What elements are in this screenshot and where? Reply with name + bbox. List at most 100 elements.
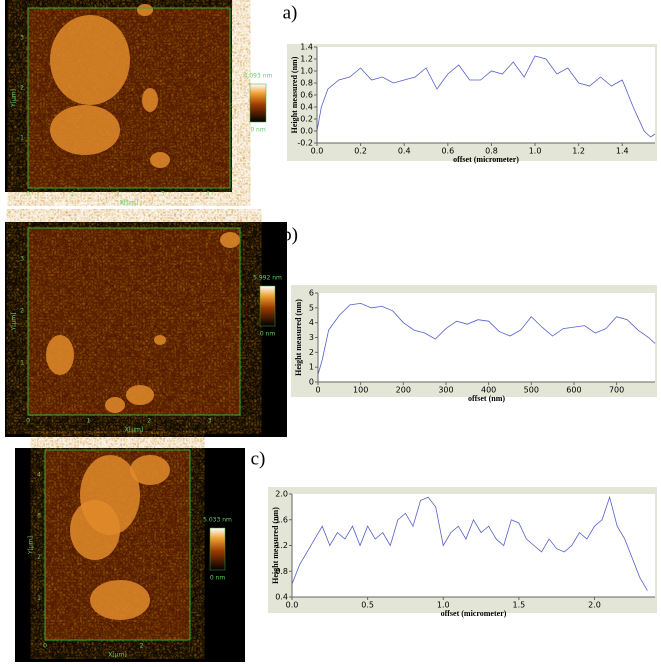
afm-feature	[90, 580, 150, 620]
image-y-tick: 3	[20, 35, 24, 42]
image-y-label: Y[µm]	[11, 312, 18, 331]
color-bar-min: 0 nm	[210, 575, 226, 582]
y-tick-label: 2.0	[275, 490, 288, 499]
image-x-label: X[µm]	[108, 652, 126, 659]
y-tick-label: 1	[309, 363, 314, 372]
y-tick-label: 1.0	[300, 67, 313, 76]
afm-feature	[130, 455, 170, 485]
color-bar	[259, 285, 276, 327]
image-x-label: X[µm]	[125, 427, 143, 434]
image-frame	[44, 449, 191, 641]
image-x-tick: 2	[140, 643, 144, 650]
x-axis-label: offset (micrometer)	[453, 155, 519, 164]
afm-feature	[142, 88, 158, 112]
x-axis-label: offset (nm)	[468, 394, 505, 403]
y-tick-label: -0.2	[297, 139, 313, 148]
x-axis-label: offset (micrometer)	[441, 609, 507, 618]
y-tick-label: 2	[309, 348, 314, 357]
image-x-tick: 2	[116, 191, 120, 198]
image-x-tick: 3	[161, 191, 165, 198]
y-tick-label: 4	[309, 318, 314, 327]
y-axis-label: Height measured (nm)	[294, 299, 303, 376]
image-y-tick: 2	[37, 554, 41, 561]
x-tick-label: 500	[524, 386, 539, 395]
y-axis-label: Height measured (nm)	[271, 507, 280, 584]
image-y-tick: 1	[20, 360, 24, 367]
image-y-tick: 1	[20, 135, 24, 142]
color-bar-max: 5.992 nm	[253, 275, 282, 282]
image-frame	[27, 7, 231, 189]
image-x-tick: 3	[208, 418, 212, 425]
panel-label: c)	[251, 448, 266, 469]
afm-feature	[150, 152, 170, 168]
color-bar	[209, 527, 226, 571]
image-y-tick: 3	[20, 256, 24, 263]
data-line	[317, 302, 656, 375]
x-tick-label: 0.5	[361, 601, 374, 610]
plot-area	[317, 47, 655, 143]
color-bar-max: 5.033 nm	[203, 517, 232, 524]
image-x-tick: 1	[87, 418, 91, 425]
x-tick-label: 2.0	[588, 601, 601, 610]
image-y-tick: 3	[37, 513, 41, 520]
image-y-tick: 4	[37, 471, 41, 478]
x-tick-label: 700	[609, 386, 624, 395]
x-tick-label: 1.0	[437, 601, 450, 610]
panel-label: b)	[282, 224, 298, 245]
afm-feature	[46, 335, 74, 375]
y-tick-label: 1.2	[300, 55, 313, 64]
image-x-tick: 0	[26, 418, 30, 425]
x-tick-label: 0.0	[311, 147, 324, 156]
x-tick-label: 0.4	[398, 147, 411, 156]
y-tick-label: 0.6	[300, 91, 313, 100]
image-y-tick: 2	[20, 85, 24, 92]
y-tick-label: 3	[309, 333, 314, 342]
y-tick-label: 0	[309, 378, 314, 387]
x-tick-label: 200	[396, 386, 411, 395]
y-tick-label: 5	[309, 303, 314, 312]
y-tick-label: 0.8	[300, 79, 313, 88]
afm-feature	[105, 397, 125, 413]
x-tick-label: 400	[481, 386, 496, 395]
color-bar	[249, 83, 267, 123]
plot-area	[292, 494, 655, 597]
color-bar-min: 0 nm	[250, 127, 266, 134]
y-tick-label: 0.4	[275, 593, 288, 602]
image-frame	[27, 227, 241, 416]
afm-feature	[126, 385, 154, 405]
x-tick-label: 0.8	[485, 147, 498, 156]
y-tick-label: 1.6	[275, 515, 288, 524]
color-bar-min: 0 nm	[260, 331, 276, 338]
y-tick-label: 0.2	[300, 115, 313, 124]
x-tick-label: 1.2	[572, 147, 585, 156]
afm-feature	[50, 105, 120, 155]
image-x-tick: 0	[26, 191, 30, 198]
afm-feature	[137, 4, 153, 16]
y-tick-label: 0.4	[300, 103, 313, 112]
panel-label: a)	[283, 2, 298, 23]
x-tick-label: 100	[353, 386, 368, 395]
data-line	[291, 495, 648, 591]
afm-texture	[28, 228, 240, 415]
image-y-tick: 1	[37, 595, 41, 602]
image-y-label: Y[µm]	[28, 536, 35, 555]
y-tick-label: 0.0	[300, 127, 313, 136]
y-axis-label: Height measured (nm)	[290, 56, 299, 133]
data-line	[316, 55, 656, 138]
afm-feature	[70, 500, 120, 560]
image-x-tick: 1	[71, 191, 75, 198]
x-tick-label: 0.0	[286, 601, 299, 610]
afm-feature	[220, 232, 240, 248]
y-tick-label: 1.2	[275, 541, 288, 550]
x-tick-label: 1.4	[616, 147, 629, 156]
x-tick-label: 0	[315, 386, 320, 395]
y-tick-label: 0.8	[275, 567, 288, 576]
color-bar-max: 4.093 nm	[244, 73, 273, 80]
x-tick-label: 0.2	[354, 147, 367, 156]
x-tick-label: 0.6	[441, 147, 454, 156]
image-y-tick: 2	[20, 308, 24, 315]
x-tick-label: 1.0	[529, 147, 542, 156]
x-tick-label: 600	[566, 386, 581, 395]
y-tick-label: 6	[309, 289, 314, 298]
